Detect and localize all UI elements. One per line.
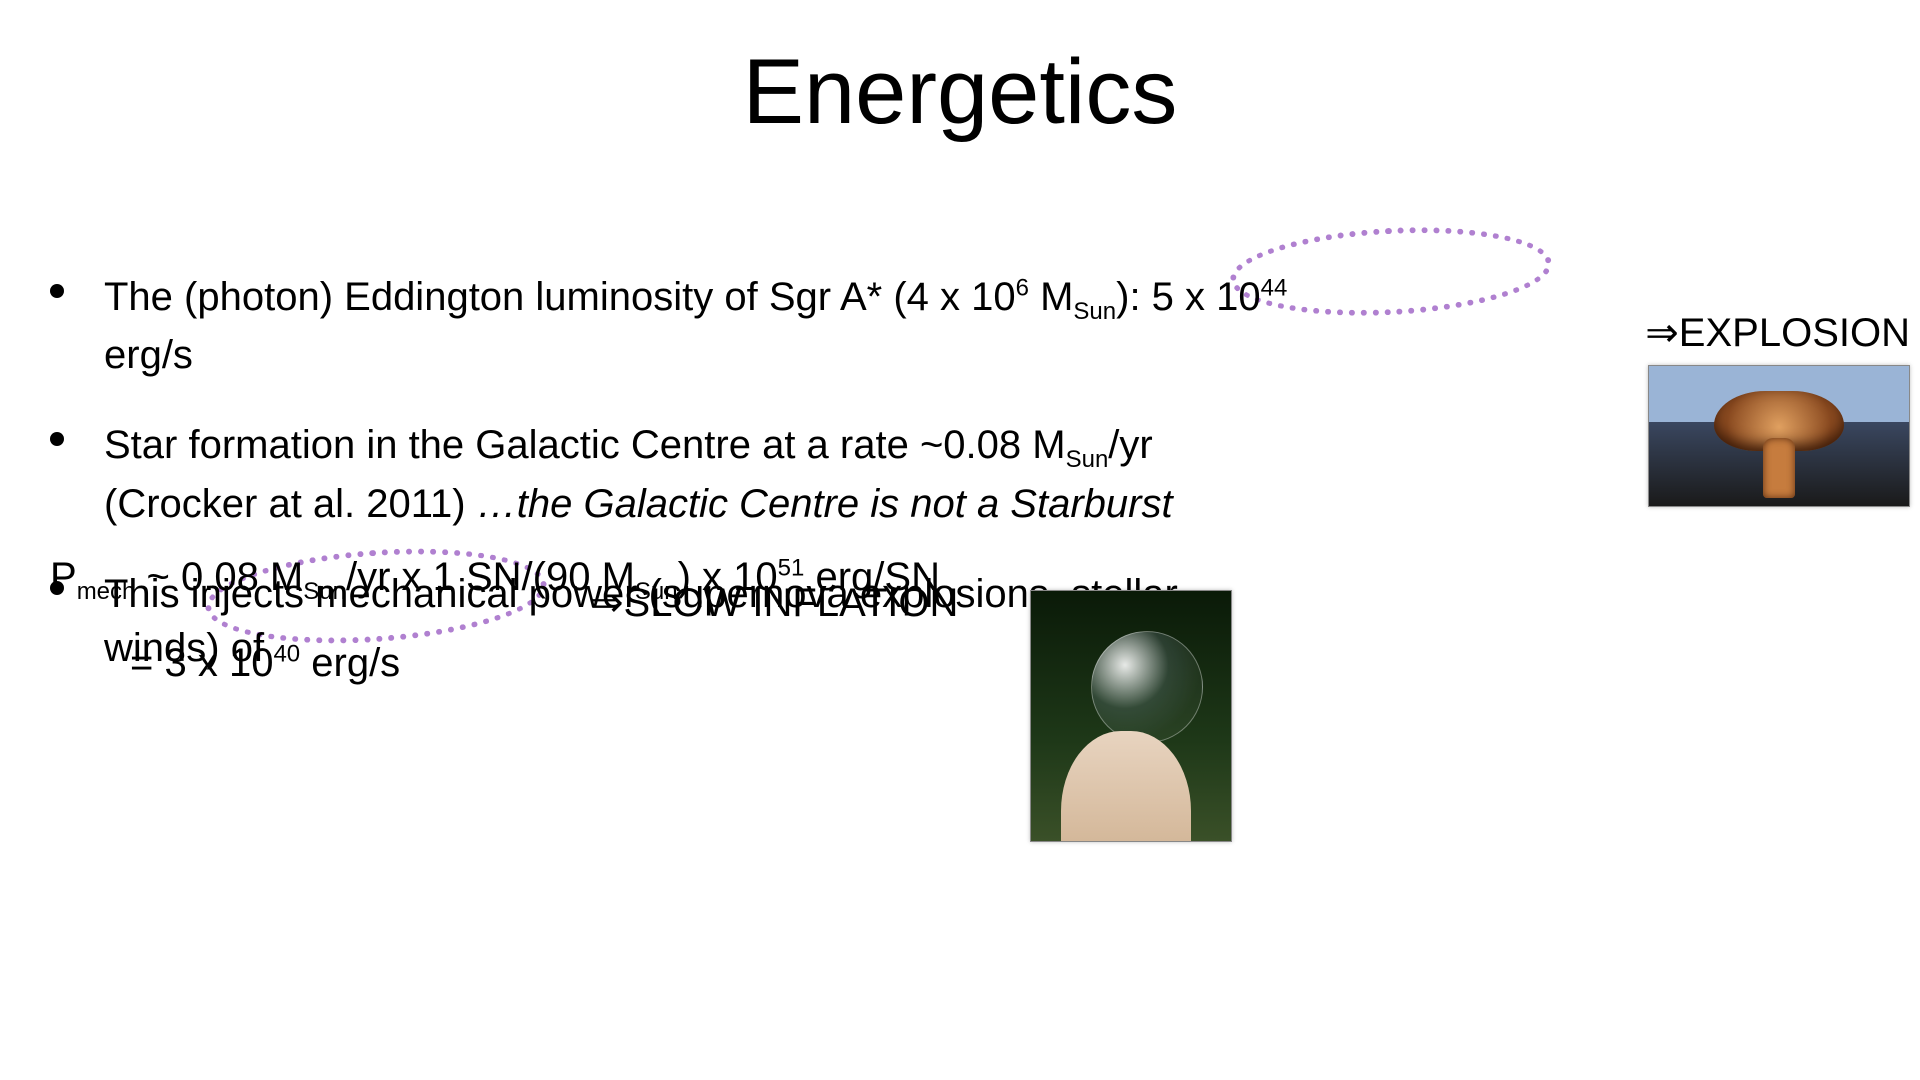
text: ~ 0.08 M: [135, 555, 303, 599]
superscript: 40: [273, 641, 300, 668]
bullet-dot-icon: [50, 284, 64, 298]
bullet-2-text: Star formation in the Galactic Centre at…: [104, 418, 1300, 530]
superscript: 6: [1016, 275, 1029, 302]
superscript: 51: [778, 555, 805, 582]
superscript: 44: [1261, 275, 1288, 302]
subscript: Sun: [1073, 298, 1116, 325]
image-explosion: [1648, 365, 1910, 507]
bubble-icon: [1091, 631, 1203, 743]
image-bubble: [1030, 590, 1232, 842]
subscript: mech: [77, 578, 136, 605]
subscript: Sun: [1066, 446, 1109, 473]
text: = 3 x 10: [130, 641, 273, 685]
text: erg/s: [104, 333, 193, 377]
text: M: [1029, 275, 1073, 319]
formula-line-2: = 3 x 1040 erg/s: [50, 631, 940, 695]
child-silhouette-icon: [1061, 731, 1191, 841]
text: erg/s: [300, 641, 400, 685]
bullet-2: Star formation in the Galactic Centre at…: [50, 418, 1300, 530]
subscript: Sun: [303, 578, 346, 605]
slide: Energetics The (photon) Eddington lumino…: [0, 0, 1920, 1080]
bullet-dot-icon: [50, 432, 64, 446]
text: (Crocker at al. 2011): [104, 482, 477, 526]
text: ): 5 x 10: [1116, 275, 1261, 319]
text: Star formation in the Galactic Centre at…: [104, 423, 1066, 467]
mushroom-stem-icon: [1763, 438, 1795, 498]
text: /yr: [1108, 423, 1152, 467]
annotation-slow-inflation: ⇒SLOW INFLATION: [590, 580, 958, 626]
italic-text: …the Galactic Centre is not a Starburst: [477, 482, 1173, 526]
bullet-1: The (photon) Eddington luminosity of Sgr…: [50, 270, 1300, 382]
text: The (photon) Eddington luminosity of Sgr…: [104, 275, 1016, 319]
text: P: [50, 555, 77, 599]
bullet-1-text: The (photon) Eddington luminosity of Sgr…: [104, 270, 1300, 382]
slide-title: Energetics: [0, 40, 1920, 145]
annotation-explosion: ⇒EXPLOSION: [1645, 310, 1910, 356]
